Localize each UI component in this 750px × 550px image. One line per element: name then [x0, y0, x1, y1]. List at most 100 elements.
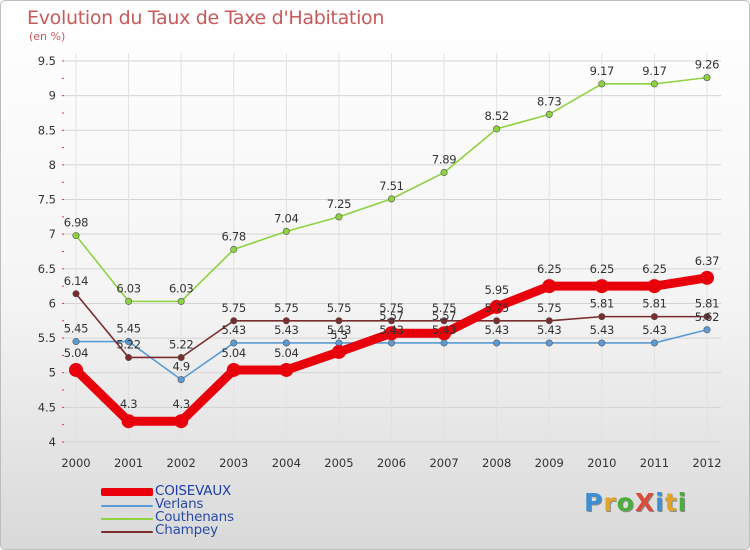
data-label-couthenans: 9.26 [695, 58, 719, 72]
data-label-champey: 5.75 [432, 301, 456, 315]
data-label-couthenans: 6.03 [169, 281, 193, 295]
data-label-champey: 5.81 [695, 297, 719, 311]
data-point-coisevaux [331, 344, 346, 359]
x-tick-label: 2003 [219, 456, 248, 470]
data-point-couthenans [440, 169, 448, 177]
x-tick-label: 2010 [587, 456, 616, 470]
x-tick-label: 2000 [61, 456, 90, 470]
data-label-champey: 5.75 [484, 301, 508, 315]
data-point-verlans [282, 339, 290, 347]
data-point-couthenans [650, 80, 658, 88]
data-label-verlans: 5.43 [379, 323, 403, 337]
data-point-champey [72, 290, 80, 298]
data-label-couthenans: 8.52 [484, 109, 508, 123]
data-label-verlans: 5.43 [590, 323, 614, 337]
data-label-champey: 6.14 [64, 274, 88, 288]
x-tick-label: 2006 [377, 456, 406, 470]
y-axis-unit-label: (en %) [29, 30, 66, 43]
data-label-couthenans: 7.04 [274, 211, 298, 225]
data-point-coisevaux [279, 362, 294, 377]
data-label-verlans: 5.45 [64, 322, 88, 336]
y-tick-label: 8 [49, 158, 56, 172]
data-label-coisevaux: 4.3 [172, 397, 189, 411]
data-point-coisevaux [542, 279, 557, 294]
data-point-verlans [545, 339, 553, 347]
data-label-coisevaux: 4.3 [120, 397, 137, 411]
data-label-verlans: 5.62 [695, 310, 719, 324]
data-point-coisevaux [69, 362, 83, 377]
legend-swatch [101, 505, 153, 507]
data-point-champey [230, 317, 238, 325]
y-tick-label: 6.5 [38, 262, 56, 276]
logo-letter: t [664, 488, 678, 517]
data-point-verlans [72, 338, 80, 346]
data-point-couthenans [335, 213, 343, 221]
data-label-couthenans: 7.51 [379, 179, 403, 193]
x-tick-label: 2009 [535, 456, 564, 470]
data-label-champey: 5.75 [379, 301, 403, 315]
data-point-coisevaux [594, 279, 609, 294]
x-tick-label: 2008 [482, 456, 511, 470]
data-point-coisevaux [174, 414, 189, 429]
data-label-couthenans: 9.17 [590, 64, 614, 78]
data-point-champey [440, 317, 448, 325]
y-tick-label: 4.5 [38, 400, 56, 414]
data-label-champey: 5.75 [327, 301, 351, 315]
data-point-champey [545, 317, 553, 325]
data-label-couthenans: 7.89 [432, 153, 456, 167]
data-point-couthenans [125, 297, 133, 305]
data-label-coisevaux: 6.25 [642, 262, 666, 276]
data-label-champey: 5.75 [537, 301, 561, 315]
data-label-verlans: 4.9 [172, 360, 189, 374]
x-tick-label: 2007 [429, 456, 458, 470]
data-label-couthenans: 9.17 [642, 64, 666, 78]
data-point-couthenans [493, 125, 501, 133]
x-tick-label: 2002 [167, 456, 196, 470]
y-tick-label: 7.5 [38, 193, 56, 207]
data-label-coisevaux: 5.04 [64, 346, 88, 360]
logo-letter: X [634, 488, 656, 517]
data-label-layer: 5.04 4.3 4.3 5.04 5.04 5.3 5.57 5.57 5.95 6.25 6.2… [64, 58, 720, 412]
data-label-couthenans: 6.03 [116, 281, 140, 295]
data-point-couthenans [230, 245, 238, 253]
data-label-verlans: 5.43 [222, 323, 246, 337]
legend-swatch [101, 531, 153, 533]
data-label-coisevaux: 5.3 [330, 328, 347, 342]
data-point-champey [177, 353, 185, 361]
logo-letter: o [616, 488, 635, 517]
data-label-coisevaux: 5.04 [274, 346, 298, 360]
data-point-verlans [177, 376, 185, 384]
x-tick-label: 2011 [640, 456, 669, 470]
data-label-champey: 5.22 [169, 337, 193, 351]
data-point-champey [282, 317, 290, 325]
y-tick-label: 5 [49, 366, 56, 380]
data-label-verlans: 5.45 [116, 322, 140, 336]
data-point-champey [650, 313, 658, 321]
data-point-champey [493, 317, 501, 325]
y-tick-label: 4 [49, 435, 56, 449]
data-point-couthenans [703, 74, 711, 82]
logo-letter: P [584, 488, 604, 517]
grid-layer [62, 53, 721, 448]
data-point-couthenans [177, 297, 185, 305]
data-point-verlans [703, 326, 711, 334]
data-label-coisevaux: 6.25 [590, 262, 614, 276]
data-point-coisevaux [700, 270, 714, 285]
data-label-verlans: 5.43 [642, 323, 666, 337]
logo-letter: i [677, 488, 688, 517]
data-point-verlans [230, 339, 238, 347]
data-label-couthenans: 8.73 [537, 94, 561, 108]
y-tick-label: 7 [49, 227, 56, 241]
data-label-coisevaux: 5.04 [222, 346, 246, 360]
data-label-champey: 5.81 [642, 297, 666, 311]
data-point-verlans [440, 339, 448, 347]
y-tick-label: 6 [49, 296, 56, 310]
data-point-couthenans [282, 227, 290, 235]
data-label-coisevaux: 5.57 [379, 309, 403, 323]
legend-swatch [101, 488, 153, 496]
data-label-coisevaux: 5.57 [432, 309, 456, 323]
data-label-verlans: 5.43 [432, 323, 456, 337]
data-label-champey: 5.22 [116, 337, 140, 351]
data-label-verlans: 5.43 [537, 323, 561, 337]
